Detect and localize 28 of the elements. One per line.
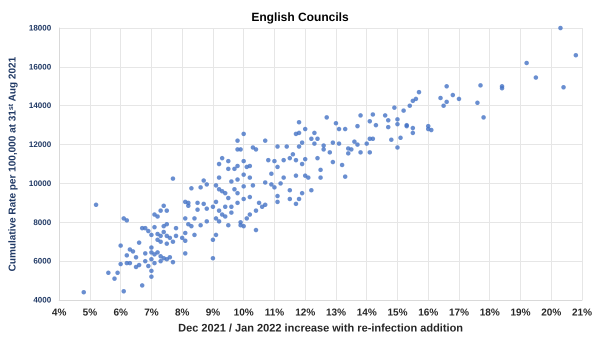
x-axis-title: Dec 2021 / Jan 2022 increase with re-infection addition xyxy=(178,322,464,334)
y-tick-label: 14000 xyxy=(28,101,52,110)
x-tick-label: 5% xyxy=(82,308,98,318)
x-tick-label: 9% xyxy=(206,308,220,318)
x-tick-label: 7% xyxy=(144,308,159,318)
x-tick-label: 12% xyxy=(295,308,316,318)
y-tick-label: 6000 xyxy=(33,256,52,266)
x-tick-label: 19% xyxy=(510,308,531,318)
x-tick-label: 16% xyxy=(418,308,438,318)
y-tick-label: 8000 xyxy=(33,218,52,227)
x-tick-label: 8% xyxy=(174,308,190,318)
y-tick-label: 10000 xyxy=(28,178,52,188)
x-tick-label: 14% xyxy=(356,308,377,318)
x-tick-label: 10% xyxy=(234,308,254,318)
x-tick-label: 6% xyxy=(113,308,128,318)
x-tick-label: 4% xyxy=(52,308,66,318)
x-tick-label: 17% xyxy=(448,308,470,318)
x-tick-label: 11% xyxy=(264,308,284,318)
y-tick-label: 16000 xyxy=(28,62,52,72)
y-tick-label: 12000 xyxy=(28,140,52,150)
x-tick-label: 21% xyxy=(572,308,592,318)
y-tick-label: 18000 xyxy=(28,24,52,32)
x-tick-label: 15% xyxy=(387,308,408,318)
x-tick-label: 20% xyxy=(541,308,562,318)
x-tick-label: 13% xyxy=(326,308,346,318)
chart-title: English Councils xyxy=(251,10,349,24)
x-tick-label: 18% xyxy=(480,308,500,318)
y-tick-label: 4000 xyxy=(33,296,52,304)
